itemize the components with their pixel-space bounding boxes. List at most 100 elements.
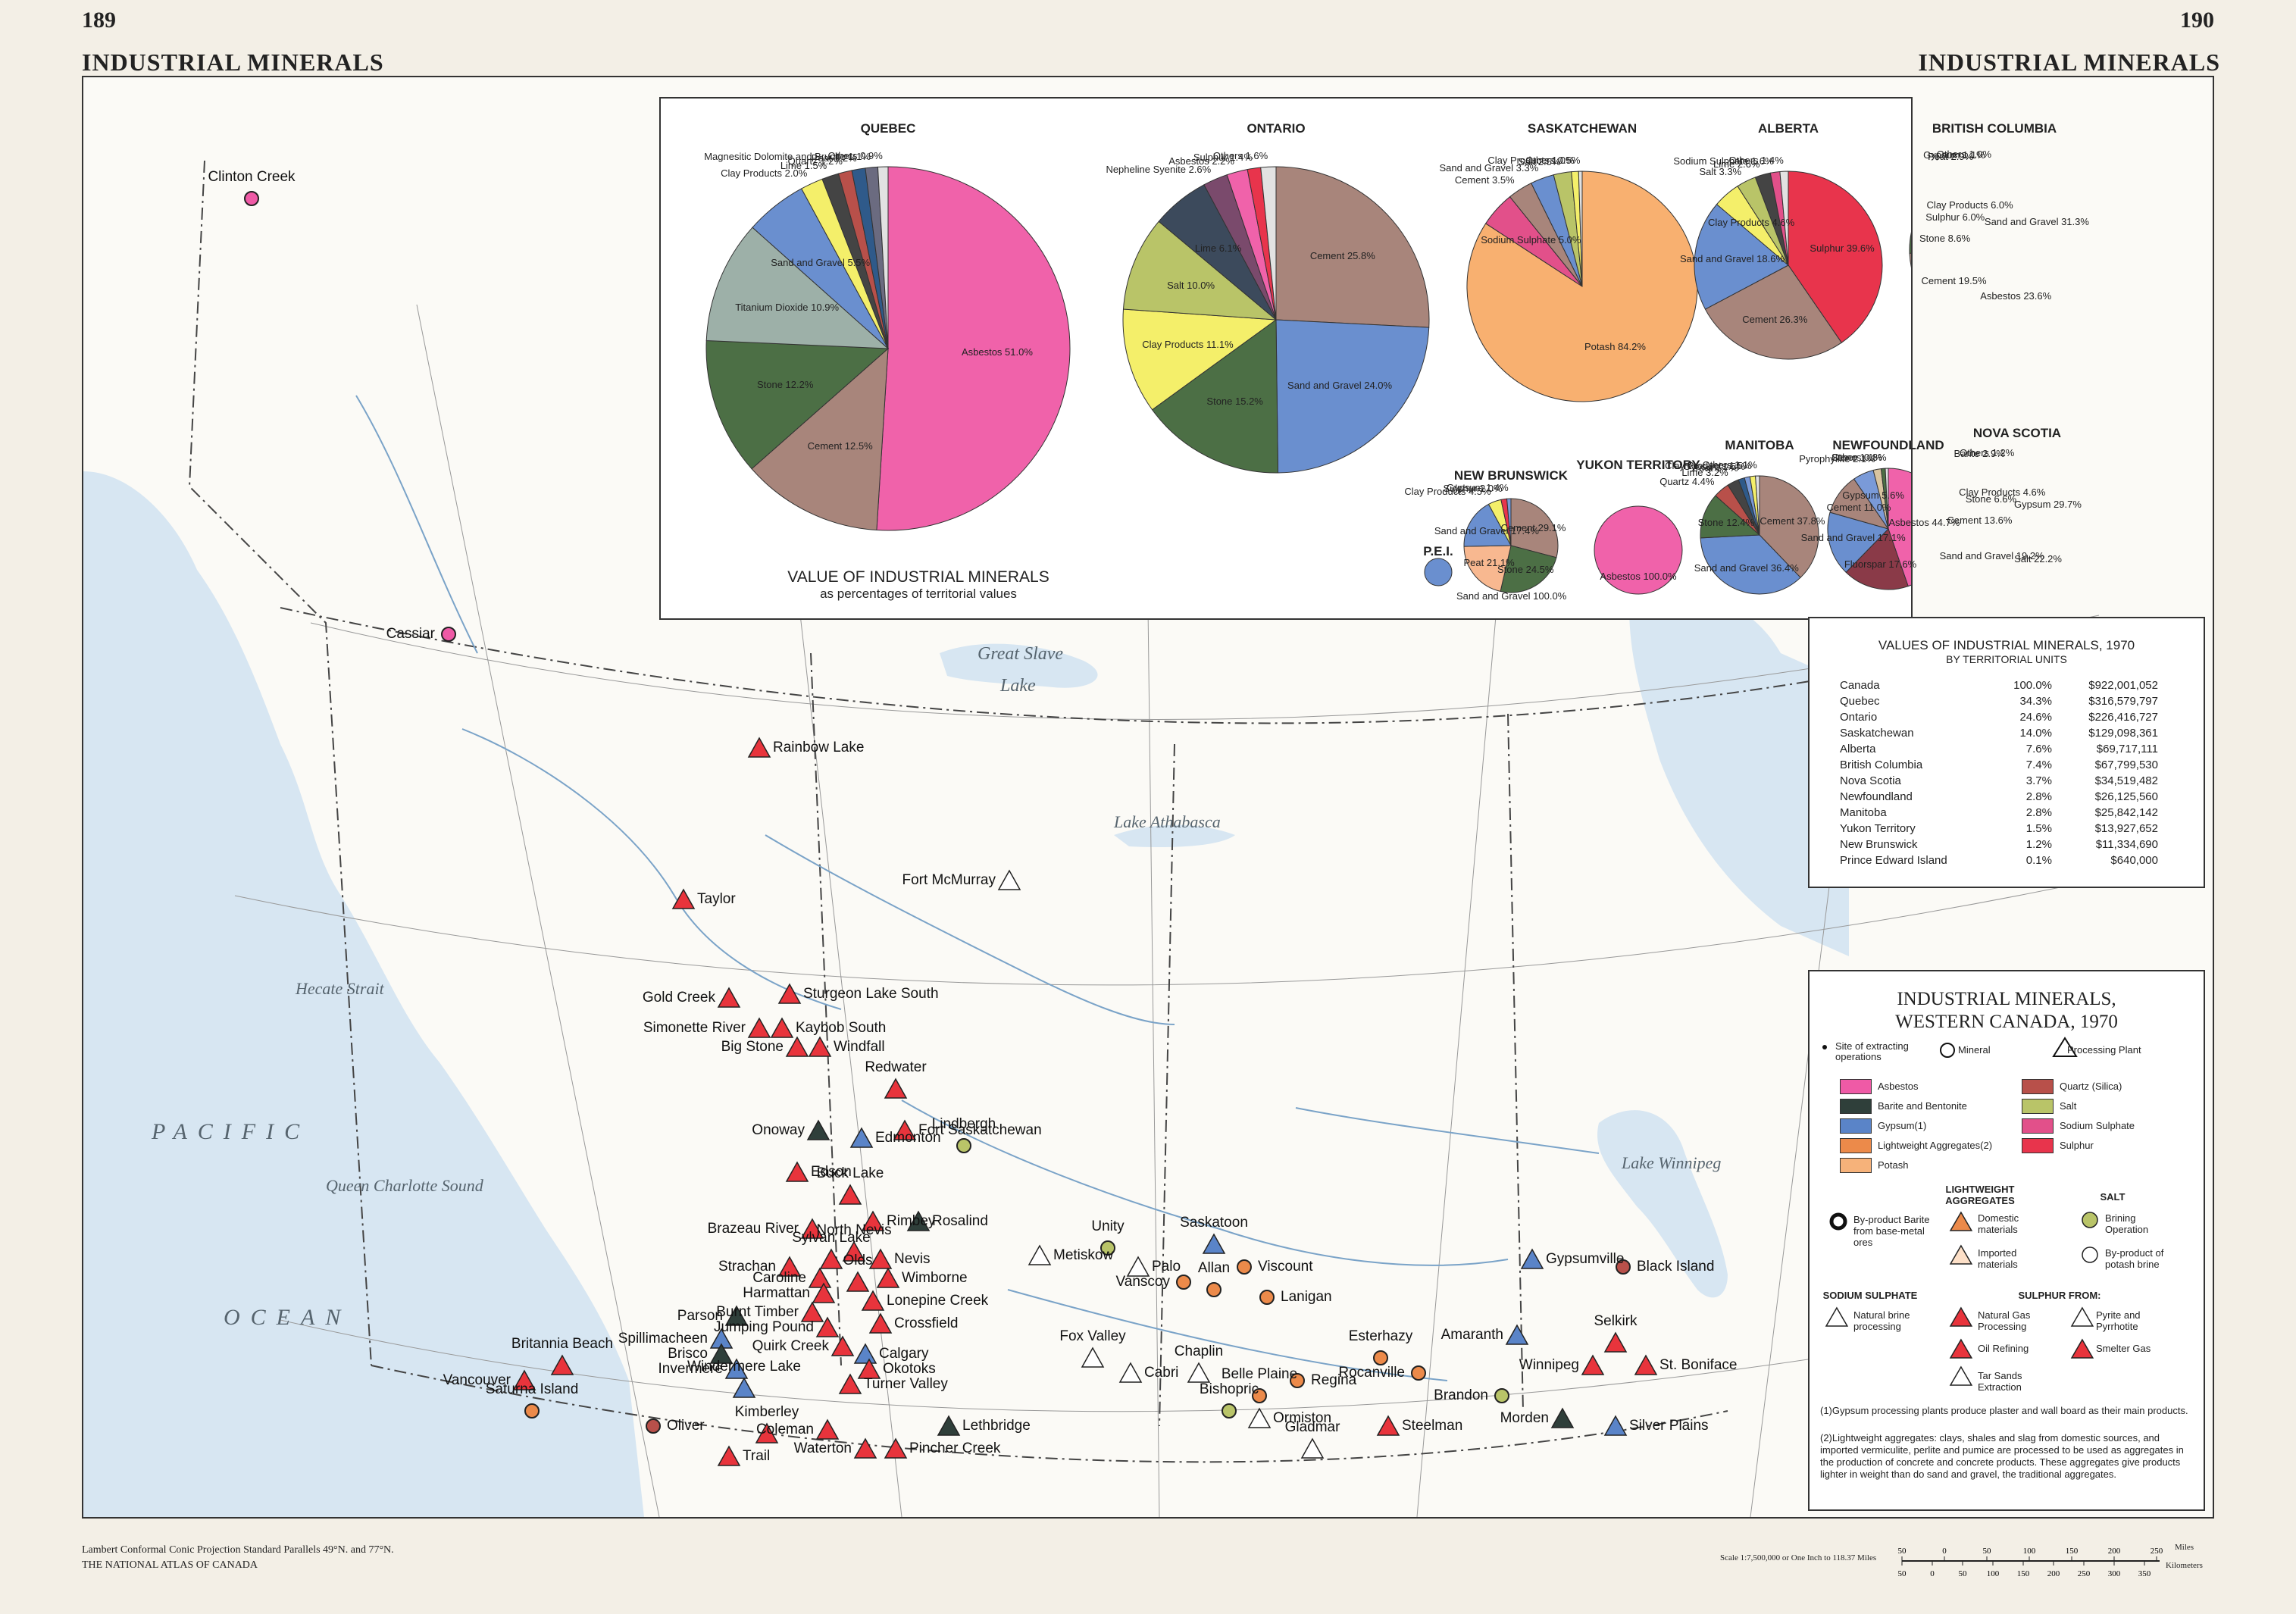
footer-scale: Scale 1:7,500,000 or One Inch to 118.37 … [1720,1553,1877,1562]
processing-plant-triangle [868,1248,893,1269]
legend-mineral-name: Barite and Bentonite [1878,1100,1967,1112]
place-label: Olds [843,1253,873,1268]
scale-label-miles: 250 [2151,1547,2163,1556]
processing-plant-triangle [1081,1347,1105,1368]
place-label: Lethbridge [962,1418,1031,1434]
pie-1-label-6: Nepheline Syenite 2.6% [1106,163,1212,175]
legend-natural-brine-symbol [1825,1306,1849,1327]
pie-0-label-5: Clay Products 2.0% [721,167,808,180]
pie-1-label-2: Stone 15.2% [1206,396,1263,408]
place-label: Rimbey [887,1213,936,1229]
pie-9-slice-0 [1888,468,1911,587]
processing-plant-triangle [906,1210,931,1231]
pie-3-label-7: Others 1.4% [1728,155,1784,167]
values-amount: $69,717,111 [2096,743,2158,755]
place-label: Pincher Creek [909,1440,1001,1456]
place-label: Lindbergh [931,1116,996,1132]
legend-swatch [1840,1099,1872,1114]
values-row: Prince Edward Island 0.1% $640,000 [1810,854,2204,870]
legend-sulphur-title: SULPHUR FROM: [2018,1290,2101,1301]
place-label: Ormiston [1273,1410,1332,1426]
place-label: Winnipeg [1519,1357,1579,1373]
values-amount: $34,519,482 [2094,774,2158,787]
pie-6-slice-2 [1463,545,1512,593]
place-label: Quirk Creek [752,1338,829,1354]
processing-plant-triangle [857,1358,881,1379]
place-label: Lonepine Creek [887,1293,989,1309]
legend: INDUSTRIAL MINERALS, WESTERN CANADA, 197… [1808,970,2205,1511]
pie-3-label-2: Sand and Gravel 18.6% [1680,252,1785,264]
pie-6-slice-6 [1506,498,1512,546]
legend-swatch [1840,1158,1872,1173]
pie-9-label-1: Fluorspar 17.6% [1844,558,1917,570]
place-label: Cassiar [386,626,435,642]
place-label: Sturgeon Lake South [803,986,939,1002]
pie-5-title: P.E.I. [1423,544,1453,558]
values-percent: 1.5% [2025,822,2052,835]
legend-site-dot [1822,1045,1827,1049]
legend-smelter-symbol [2070,1338,2094,1359]
page-title-right: INDUSTRIAL MINERALS [1918,48,2220,76]
processing-plant-triangle [893,1119,917,1140]
values-row: Alberta 7.6% $69,717,111 [1810,743,2204,759]
pie-1-label-8: Sulphur 1.4% [1193,152,1253,164]
values-row: Saskatchewan 14.0% $129,098,361 [1810,727,2204,743]
footer-atlas: THE NATIONAL ATLAS OF CANADA [82,1559,258,1571]
pie-9-label-4: Gypsum 5.6% [1842,490,1904,502]
values-percent: 7.4% [2025,759,2052,771]
legend-mineral-name: Sodium Sulphate [2060,1120,2135,1131]
pie-4-label-1: Asbestos 23.6% [1980,289,2052,302]
processing-plant-triangle [1126,1256,1150,1277]
lake-label: Lake [1000,676,1036,696]
place-label: Morden [1500,1410,1549,1426]
hudson-water [1629,594,1849,956]
scale-miles-label: Miles [2175,1543,2194,1552]
place-label: Redwater [865,1059,927,1075]
place-label: Brazeau River [707,1221,799,1237]
legend-plant: Processing Plant [2067,1044,2141,1056]
place-label: Brisco [668,1346,708,1362]
place-label: Rocanville [1338,1365,1405,1381]
values-unit: British Columbia [1840,759,1923,771]
pie-2 [1466,170,1698,402]
mineral-symbols [244,191,1658,1466]
pie-0-label-2: Stone 12.2% [756,378,814,390]
great-slave-label: Great Slave [978,644,1064,664]
values-amount: $26,125,560 [2094,790,2158,803]
place-label: Edson [811,1164,852,1180]
pie-2-label-6: Others 0.5% [1525,155,1581,167]
scale-label-miles: 50 [1983,1547,1992,1556]
legend-byproduct-potash: By-product of potash brine [2105,1247,2164,1270]
pie-10-label-7: Others 1.2% [1960,447,2015,459]
values-unit: Nova Scotia [1840,774,1901,787]
place-label: Belle Plaine [1221,1366,1298,1382]
legend-symbols [1822,1037,2098,1386]
winnipeg-label: Lake Winnipeg [1622,1153,1722,1172]
pie-4-slice-3 [1909,232,1911,254]
processing-plant-triangle [808,1036,832,1057]
pie-7-title: YUKON TERRITORY [1576,458,1700,472]
legend-mineral: Mineral [1958,1044,1991,1056]
pie-6-label-2: Peat 21.1% [1463,557,1515,569]
pie-6-slice-0 [1510,498,1559,558]
place-label: Burnt Timber [716,1304,799,1320]
pie-1-label-7: Asbestos 2.2% [1168,155,1234,167]
pie-10-label-1: Salt 22.2% [2014,553,2062,565]
place-label: St. Boniface [1659,1357,1738,1373]
processing-plant-triangle [800,1218,824,1239]
legend-oil: Oil Refining [1978,1343,2029,1354]
scale-label-km: 50 [1959,1569,1968,1578]
pie-9-label-2: Sand and Gravel 17.1% [1800,532,1906,544]
legend-pyrite-symbol [2070,1306,2094,1327]
values-percent: 0.1% [2025,854,2052,867]
processing-plant-triangle [806,1119,831,1140]
processing-plant-triangle [1603,1415,1628,1436]
pie-1-label-4: Salt 10.0% [1167,279,1215,291]
legend-swatch [2022,1138,2054,1153]
pie-0-label-4: Sand and Gravel 5.5% [771,257,871,269]
pie-1-label-3: Clay Products 11.1% [1142,339,1234,351]
processing-plant-triangle [868,1312,893,1334]
values-percent: 24.6% [2019,711,2052,724]
values-percent: 34.3% [2019,695,2052,708]
values-unit: Saskatchewan [1840,727,1914,740]
